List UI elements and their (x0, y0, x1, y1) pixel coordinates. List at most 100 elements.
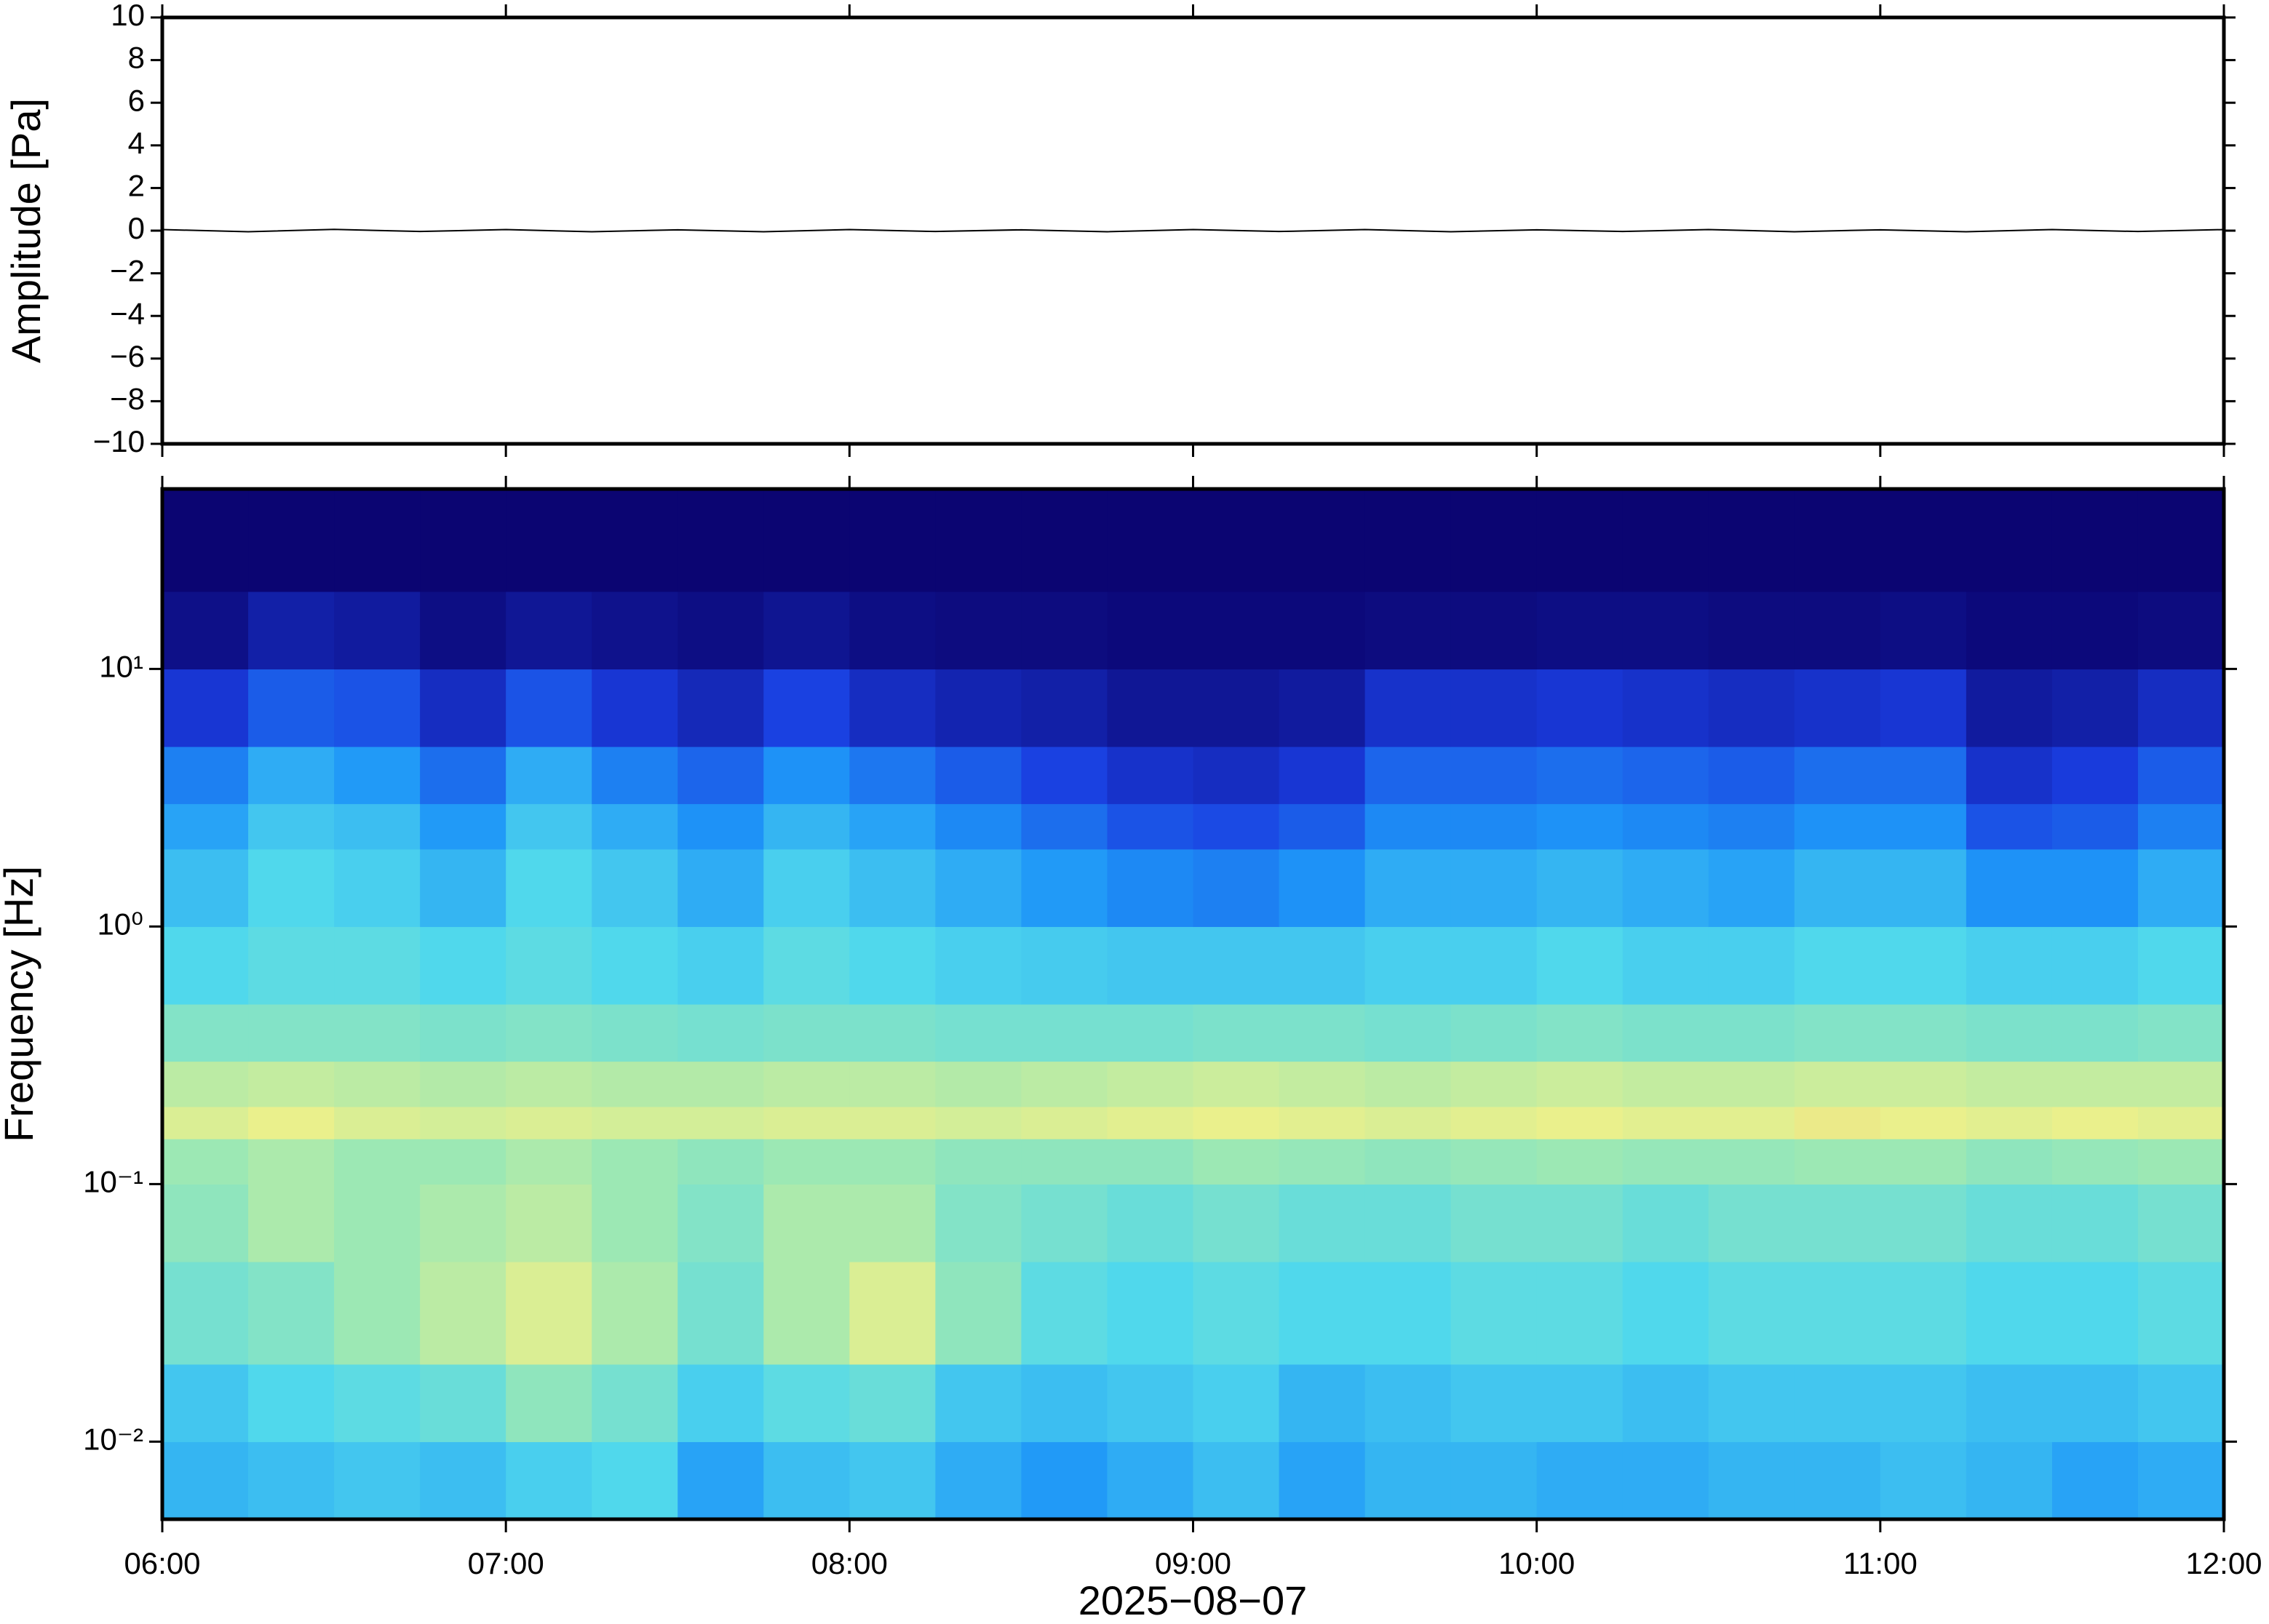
heatmap-cell (763, 1061, 850, 1107)
heatmap-cell (1021, 1441, 1108, 1520)
heatmap-cell (162, 1441, 249, 1520)
heatmap-cell (1193, 489, 1280, 592)
heatmap-cell (592, 1262, 678, 1365)
heatmap-cell (592, 669, 678, 747)
heatmap-cell (1450, 1184, 1538, 1262)
heatmap-cell (849, 1004, 936, 1062)
heatmap-cell (1450, 1139, 1538, 1185)
heatmap-cell (506, 1364, 592, 1443)
heatmap-cell (1708, 1364, 1795, 1443)
heatmap-cell (420, 1061, 506, 1107)
heatmap-cell (1279, 1139, 1366, 1185)
heatmap-cell (1708, 1061, 1795, 1107)
heatmap-cell (1966, 591, 2053, 670)
heatmap-cell (1107, 1004, 1194, 1062)
heatmap-cell (2051, 803, 2139, 850)
heatmap-cell (420, 1139, 506, 1185)
x-tick-label: 07:00 (468, 1546, 544, 1580)
heatmap-cell (1021, 591, 1108, 670)
heatmap-cell (1536, 1061, 1624, 1107)
heatmap-cell (334, 1004, 421, 1062)
heatmap-cell (1622, 591, 1709, 670)
heatmap-cell (420, 926, 506, 1005)
heatmap-cell (1450, 1106, 1538, 1139)
heatmap-cell (1279, 1184, 1366, 1262)
x-tick-label: 09:00 (1155, 1546, 1231, 1580)
heatmap-cell (1279, 926, 1366, 1005)
heatmap-cell (1193, 803, 1280, 850)
heatmap-cell (506, 747, 592, 805)
heatmap-cell (162, 1061, 249, 1107)
heatmap-cell (1364, 1262, 1452, 1365)
heatmap-cell (2137, 591, 2225, 670)
x-axis-title: 2025−08−07 (1078, 1577, 1308, 1623)
heatmap-cell (1450, 1262, 1538, 1365)
y-tick-label: 10 (111, 0, 145, 32)
heatmap-cell (506, 1061, 592, 1107)
plot-frame (160, 15, 2226, 446)
heatmap-cell (935, 848, 1022, 928)
heatmap-cell (1536, 848, 1624, 928)
heatmap-cell (2051, 1184, 2139, 1262)
y-tick-label: −2 (110, 254, 145, 288)
heatmap-cell (2137, 1139, 2225, 1185)
heatmap-cell (334, 1262, 421, 1365)
heatmap-cell (849, 747, 936, 805)
heatmap-cell (2137, 926, 2225, 1005)
heatmap-cell (592, 848, 678, 928)
heatmap-cell (1794, 803, 1881, 850)
heatmap-cell (1107, 489, 1194, 592)
heatmap-cell (334, 1441, 421, 1520)
heatmap-cell (1279, 848, 1366, 928)
heatmap-cell (1536, 926, 1624, 1005)
heatmap-cell (1107, 1262, 1194, 1365)
heatmap-cell (935, 1004, 1022, 1062)
heatmap-cell (248, 803, 335, 850)
heatmap-cell (1708, 1262, 1795, 1365)
heatmap-cell (334, 926, 421, 1005)
heatmap-cell (1794, 1184, 1881, 1262)
heatmap-cell (1622, 1441, 1709, 1520)
y-tick-label: 6 (128, 83, 145, 117)
heatmap-cell (2137, 1364, 2225, 1443)
heatmap-cell (677, 1262, 764, 1365)
heatmap-cell (2051, 1262, 2139, 1365)
heatmap-cell (1021, 1061, 1108, 1107)
heatmap-cell (162, 489, 249, 592)
heatmap-cell (1450, 489, 1538, 592)
heatmap-cell (935, 1184, 1022, 1262)
heatmap-cell (1021, 669, 1108, 747)
heatmap-cell (1622, 848, 1709, 928)
heatmap-cell (1279, 1106, 1366, 1139)
heatmap-cell (1021, 747, 1108, 805)
heatmap-cell (1966, 1441, 2053, 1520)
heatmap-cell (1708, 747, 1795, 805)
heatmap-cell (763, 1106, 850, 1139)
heatmap-cell (1966, 848, 2053, 928)
heatmap-cell (2051, 848, 2139, 928)
heatmap-cell (935, 1061, 1022, 1107)
heatmap-cell (677, 1364, 764, 1443)
heatmap-cell (849, 926, 936, 1005)
heatmap-cell (763, 669, 850, 747)
heatmap-cell (592, 1441, 678, 1520)
heatmap-cell (1536, 1184, 1624, 1262)
heatmap-cell (334, 1364, 421, 1443)
heatmap-cell (1193, 747, 1280, 805)
heatmap-cell (2051, 1061, 2139, 1107)
heatmap-cell (1279, 1364, 1366, 1443)
heatmap-cell (162, 848, 249, 928)
x-tick-label: 10:00 (1498, 1546, 1575, 1580)
heatmap-cell (2051, 1106, 2139, 1139)
heatmap-cell (1279, 747, 1366, 805)
y-tick-label: −6 (110, 339, 145, 373)
heatmap-cell (677, 1061, 764, 1107)
heatmap-cell (935, 669, 1022, 747)
heatmap-cell (1708, 1441, 1795, 1520)
heatmap-cell (1364, 1004, 1452, 1062)
heatmap-cell (763, 1262, 850, 1365)
heatmap-cell (248, 489, 335, 592)
heatmap-cell (1966, 1061, 2053, 1107)
heatmap-cell (1622, 1364, 1709, 1443)
heatmap-cell (506, 1004, 592, 1062)
